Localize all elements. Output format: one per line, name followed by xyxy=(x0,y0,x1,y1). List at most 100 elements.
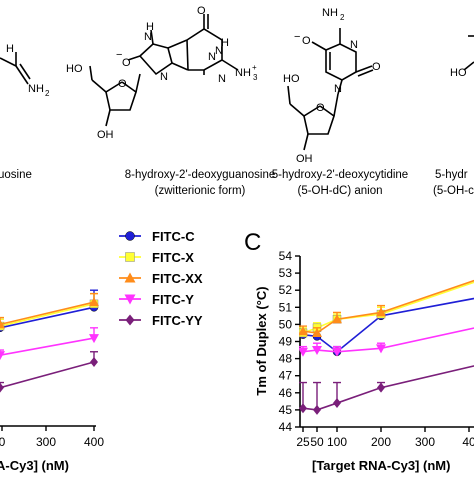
panel-c-x-tick-label: 100 xyxy=(327,435,347,449)
atom-h-left: H xyxy=(6,43,14,55)
caption-guanosine-partial: uosine xyxy=(0,169,32,181)
panel-c-y-tick-label: 48 xyxy=(279,352,293,366)
panel-label-c: C xyxy=(244,229,261,256)
atom-oh-8: OH xyxy=(97,129,114,141)
structure-partial-right xyxy=(463,35,474,71)
panel-c-y-tick-label: 44 xyxy=(279,420,293,434)
legend-label: FITC-C xyxy=(152,229,195,244)
panel-c-y-tick-label: 53 xyxy=(279,266,293,280)
panel-c-y-tick-label: 50 xyxy=(279,317,293,331)
atom-oh-5oh: OH xyxy=(296,153,313,165)
legend-marker xyxy=(124,294,136,305)
legend-label: FITC-X xyxy=(152,250,194,265)
data-point xyxy=(90,357,98,368)
atom-n3-5oh: N xyxy=(350,39,358,51)
atom-nh3-plus: + xyxy=(252,63,257,72)
panel-c-y-tick-label: 49 xyxy=(279,335,293,349)
atom-minus-8: − xyxy=(116,49,122,61)
series-line xyxy=(302,365,474,411)
caption-5-oh-dc-anion: (5-OH-dC) anion xyxy=(298,185,383,197)
series-line xyxy=(0,306,95,329)
panel-c-x-tick-label: 200 xyxy=(371,435,391,449)
atom-n3: N xyxy=(218,73,226,85)
data-point xyxy=(0,351,5,361)
atom-minus-5oh: − xyxy=(294,31,300,43)
caption-5-oh-dc: 5-hydroxy-2'-deoxycytidine xyxy=(272,169,408,181)
data-point xyxy=(312,327,322,337)
panel-c-y-label: Tm of Duplex (°C) xyxy=(254,286,269,395)
panel-b-x-tick-label: 300 xyxy=(36,435,56,449)
atom-o-8oxo: O xyxy=(197,5,206,17)
atom-o2-5oh: O xyxy=(372,61,381,73)
atom-h7: H xyxy=(146,21,154,33)
atom-nh2-left: NH xyxy=(28,83,44,95)
data-point xyxy=(0,319,5,329)
atom-o5-5oh: O xyxy=(302,35,311,47)
atom-n1-5oh: N xyxy=(334,83,342,95)
legend-marker xyxy=(125,252,135,262)
atom-nh3: NH xyxy=(235,67,251,79)
atom-o-8: O xyxy=(122,57,131,69)
panel-b-x-tick-label: 400 xyxy=(84,435,104,449)
structure-8-oxo-dg xyxy=(89,14,239,127)
data-point xyxy=(89,297,99,307)
panel-c-x-tick-label: 25 xyxy=(296,435,310,449)
chart-legend: FITC-C FITC-X FITC-XX FITC-Y FITC-YY xyxy=(119,229,203,328)
legend-marker xyxy=(125,231,135,241)
atom-n9: N xyxy=(160,71,168,83)
atom-n7: N xyxy=(144,31,152,43)
legend-marker xyxy=(124,272,136,283)
panel-b-x-tick-label: 0 xyxy=(0,435,6,449)
panel-c-y-tick-label: 54 xyxy=(279,249,293,263)
data-point xyxy=(312,346,322,356)
caption-8-oxo-dg: 8-hydroxy-2'-deoxyguanosine xyxy=(125,169,276,181)
legend-marker xyxy=(125,314,135,326)
atom-ho-5oh: HO xyxy=(283,73,300,85)
caption-8-oxo-dg-form: (zwitterionic form) xyxy=(155,185,246,197)
panel-c-x-tick-label: 50 xyxy=(310,435,324,449)
atom-o-sugar-5oh: O xyxy=(316,102,325,114)
panel-c-y-tick-label: 45 xyxy=(279,403,293,417)
panel-c-y-tick-label: 47 xyxy=(279,369,293,383)
atom-nh2-5oh-sub: 2 xyxy=(340,13,345,22)
structure-partial-left xyxy=(0,52,31,85)
panel-c-y-tick-label: 52 xyxy=(279,283,293,297)
data-point xyxy=(89,334,99,344)
legend-label: FITC-XX xyxy=(152,271,203,286)
data-point xyxy=(376,344,386,354)
structure-5-oh-dc xyxy=(287,28,374,151)
atom-nh2-5oh: NH xyxy=(322,7,338,19)
data-point xyxy=(299,403,307,414)
series-line xyxy=(0,361,95,389)
series-line xyxy=(0,337,95,356)
data-point xyxy=(332,314,342,324)
panel-c-y-tick-label: 46 xyxy=(279,386,293,400)
series-line xyxy=(0,301,95,326)
panel-c-x-label: [Target RNA-Cy3] (nM) xyxy=(312,458,450,473)
legend-label: FITC-Y xyxy=(152,292,194,307)
panel-c-x-tick-label: 300 xyxy=(415,435,435,449)
data-point xyxy=(332,347,342,357)
chart-panel-b: 0 300 400 A-Cy3] (nM) xyxy=(0,289,104,473)
atom-n-ring: N xyxy=(208,51,216,63)
data-point xyxy=(0,382,4,393)
atom-nh2-left-sub: 2 xyxy=(45,89,50,98)
panel-c-y-tick-label: 51 xyxy=(279,300,293,314)
series-line xyxy=(302,327,474,353)
data-point xyxy=(377,382,385,393)
legend-label: FITC-YY xyxy=(152,313,203,328)
data-point xyxy=(376,307,386,317)
atom-ho-right: HO xyxy=(450,67,467,79)
caption-right-partial-2: (5-OH-c xyxy=(433,185,474,197)
panel-b-x-label: A-Cy3] (nM) xyxy=(0,458,69,473)
panel-c-x-tick-label: 40 xyxy=(462,435,474,449)
data-point xyxy=(299,347,308,357)
atom-n1: N xyxy=(215,45,223,57)
atom-ho-8: HO xyxy=(66,63,83,75)
series-line xyxy=(0,303,95,327)
data-point xyxy=(299,326,308,336)
caption-right-partial: 5-hydr xyxy=(435,169,468,181)
